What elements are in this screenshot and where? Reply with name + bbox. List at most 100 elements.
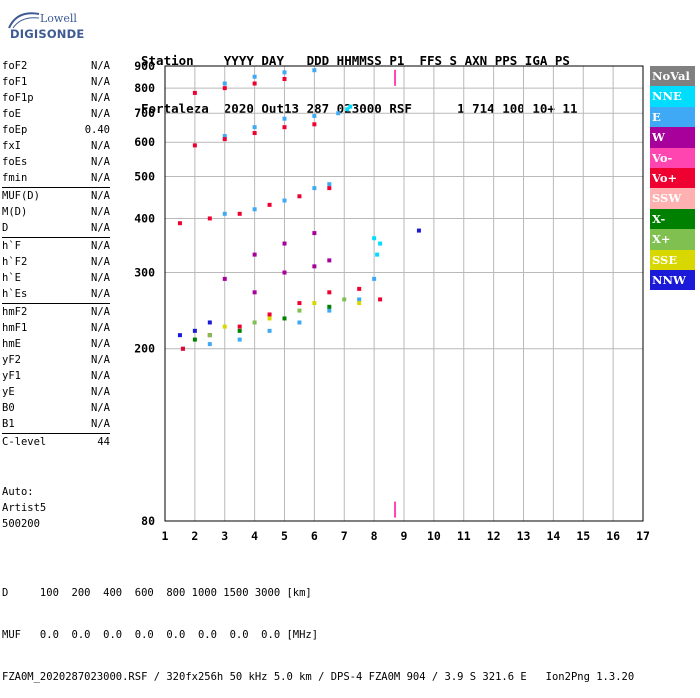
param-row: foF2 N/A: [2, 58, 110, 74]
param-label: h`F2: [2, 256, 28, 268]
data-point-w: [312, 264, 317, 269]
x-tick-label: 3: [221, 529, 228, 543]
data-point-vo-: [267, 202, 272, 207]
param-label: hmE: [2, 338, 21, 350]
param-value: N/A: [91, 190, 110, 202]
legend-item-e: E: [650, 106, 695, 128]
data-point-e: [282, 116, 287, 121]
data-point-vo-: [297, 194, 302, 199]
legend-item-nnw: NNW: [650, 269, 695, 291]
data-point-sse: [312, 301, 317, 306]
param-label: foEp: [2, 124, 28, 136]
legend-item-nne: NNE: [650, 86, 695, 107]
data-point-vo-: [394, 501, 397, 518]
data-point-vo-: [312, 122, 317, 127]
data-point-x-: [327, 304, 332, 309]
data-point-nnw: [177, 333, 182, 338]
param-row: hmF1 N/A: [2, 320, 110, 336]
data-point-vo-: [237, 324, 242, 329]
legend-item-vo-: Vo+: [650, 167, 695, 189]
autoscaling-info: Auto: Artist5 500200: [2, 484, 46, 532]
x-tick-label: 9: [401, 529, 408, 543]
data-point-vo-: [327, 290, 332, 295]
param-value: 44: [97, 436, 110, 448]
x-tick-label: 5: [281, 529, 288, 543]
param-label: foF1p: [2, 92, 34, 104]
param-separator: [2, 432, 110, 434]
data-point-vo-: [192, 143, 197, 148]
data-point-e: [222, 134, 227, 139]
x-tick-label: 11: [457, 529, 471, 543]
data-point-vo-: [282, 76, 287, 81]
data-point-w: [312, 231, 317, 236]
param-label: foF1: [2, 76, 28, 88]
data-point-x-: [282, 316, 287, 321]
data-point-e: [372, 276, 377, 281]
param-row: C-level 44: [2, 434, 110, 450]
data-point-x-: [237, 328, 242, 333]
param-label: fmin: [2, 172, 28, 184]
x-tick-label: 10: [427, 529, 441, 543]
param-row: fmin N/A: [2, 170, 110, 186]
data-point-nne: [345, 107, 350, 112]
param-row: h`F2 N/A: [2, 254, 110, 270]
data-point-e: [207, 342, 212, 347]
param-row: hmF2 N/A: [2, 304, 110, 320]
logo-line1: Lowell: [40, 12, 77, 25]
polarization-legend: NoVal NNE E W Vo- Vo+ SSW X- X+ SSE NNW: [650, 66, 695, 291]
param-value: N/A: [91, 402, 110, 414]
data-point-e: [252, 74, 257, 79]
param-value: N/A: [91, 288, 110, 300]
param-value: N/A: [91, 92, 110, 104]
param-label: foF2: [2, 60, 28, 72]
param-label: B1: [2, 418, 15, 430]
data-point-nne: [372, 236, 377, 241]
param-value: N/A: [91, 206, 110, 218]
param-value: N/A: [91, 272, 110, 284]
data-point-vo-: [297, 301, 302, 306]
param-row: hmE N/A: [2, 336, 110, 352]
param-value: N/A: [91, 140, 110, 152]
data-point-e: [312, 68, 317, 73]
param-row: h`Es N/A: [2, 286, 110, 302]
param-label: foE: [2, 108, 21, 120]
data-point-e: [357, 297, 362, 302]
data-point-nne: [375, 252, 380, 257]
param-value: N/A: [91, 156, 110, 168]
x-tick-label: 12: [487, 529, 501, 543]
data-point-w: [282, 270, 287, 275]
param-value: N/A: [91, 354, 110, 366]
param-row: B1 N/A: [2, 416, 110, 432]
data-point-sse: [222, 324, 227, 329]
data-point-e: [336, 111, 341, 116]
param-value: N/A: [91, 172, 110, 184]
data-point-vo-: [267, 312, 272, 317]
param-value: N/A: [91, 222, 110, 234]
y-tick-label: 600: [134, 135, 155, 149]
data-point-vo-: [327, 186, 332, 191]
data-point-nne: [378, 241, 383, 246]
data-point-vo-: [180, 346, 185, 351]
x-tick-label: 8: [371, 529, 378, 543]
lowell-digisonde-logo: Lowell DIGISONDE: [4, 6, 84, 46]
param-value: N/A: [91, 370, 110, 382]
data-point-e: [222, 211, 227, 216]
data-point-x-: [207, 333, 212, 338]
legend-item-vo-: Vo-: [650, 147, 695, 168]
logo-swoosh-icon: [8, 12, 40, 29]
legend-item-w: W: [650, 127, 695, 148]
param-label: hmF1: [2, 322, 28, 334]
param-value: N/A: [91, 76, 110, 88]
scaled-parameters-panel: foF2 N/A foF1 N/A foF1p N/A foE N/A foEp 0.40 fxI N…: [2, 58, 110, 450]
data-point-nnw: [416, 228, 421, 233]
param-label: yE: [2, 386, 15, 398]
param-value: N/A: [91, 256, 110, 268]
data-point-vo-: [207, 216, 212, 221]
auto-code: 500200: [2, 518, 40, 530]
x-tick-label: 15: [576, 529, 590, 543]
legend-item-noval: NoVal: [650, 66, 695, 87]
param-label: h`Es: [2, 288, 28, 300]
logo-line2: DIGISONDE: [10, 27, 85, 41]
param-value: N/A: [91, 322, 110, 334]
plot-frame: [164, 65, 644, 522]
